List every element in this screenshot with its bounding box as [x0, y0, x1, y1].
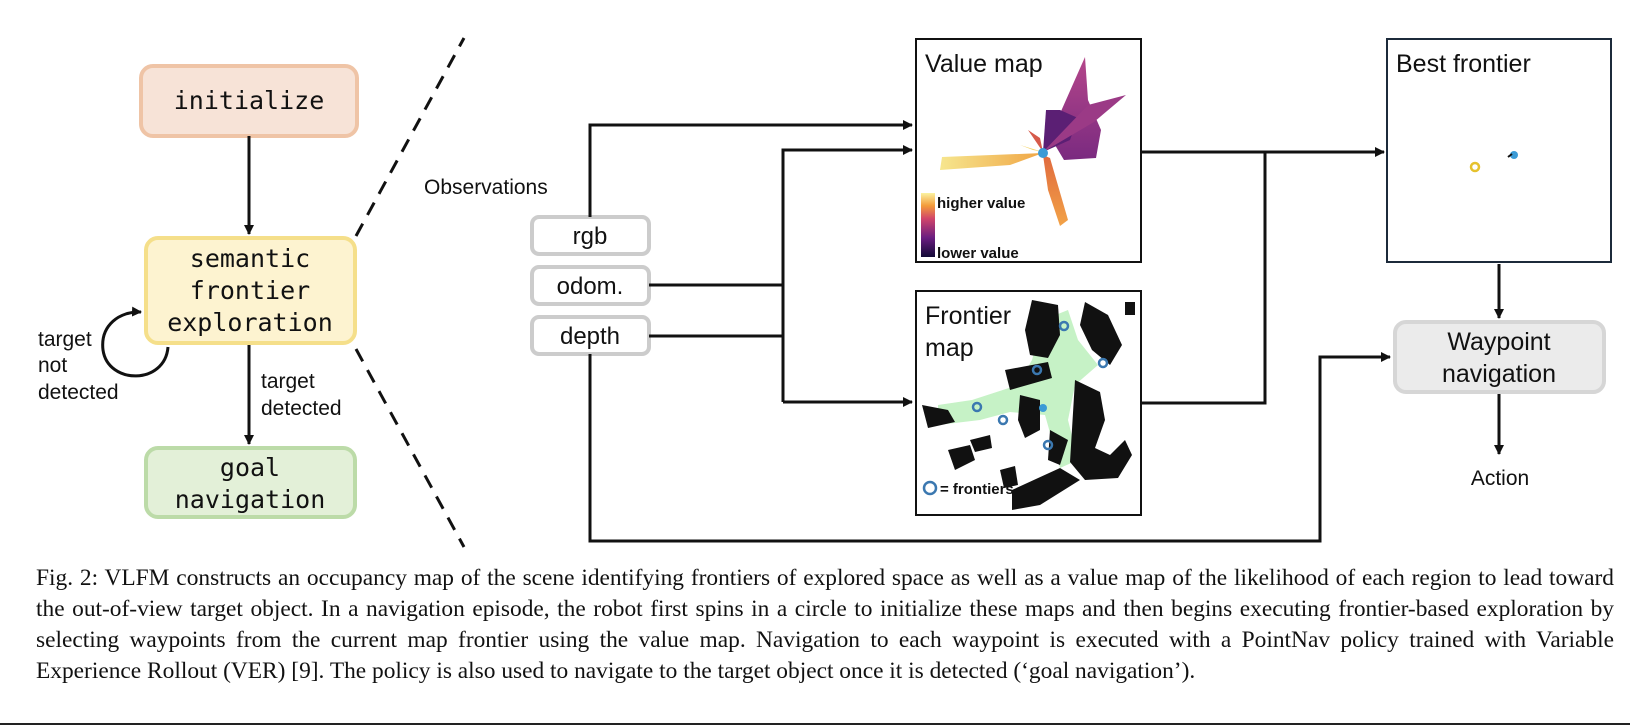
bottom-rule: [0, 723, 1630, 725]
best-frontier-agent-marker: [1510, 151, 1518, 159]
frontier-legend-label: = frontiers: [940, 481, 1014, 498]
best-frontier-frame: [1386, 38, 1612, 263]
loop-label-line1: target: [38, 328, 92, 351]
frontier-map-title-line1: Frontier: [925, 302, 1011, 330]
value-map-agent-marker: [1038, 148, 1048, 158]
frontier-map-panel: Frontier map = frontiers: [915, 290, 1142, 516]
frontier-free-space: [938, 310, 1098, 468]
goal-label-line1: goal: [220, 453, 280, 482]
frontier-marker: [997, 414, 1009, 426]
semantic-label-line3: exploration: [167, 308, 333, 337]
down-label-line1: target: [261, 370, 315, 393]
semantic-exploration-box: [144, 236, 357, 345]
action-label: Action: [1471, 467, 1529, 490]
value-colorbar: [921, 193, 935, 257]
frontier-marker: [1097, 357, 1109, 369]
frontier-legend-marker: [922, 480, 938, 496]
frontier-markers: [971, 320, 1109, 451]
initialize-label: initialize: [174, 86, 325, 115]
frontier-map-to-merge: [1142, 152, 1267, 405]
observations-to-waypoint: [588, 352, 1391, 543]
frontier-map-agent-marker: [1039, 404, 1047, 412]
loop-label-line2: not: [38, 354, 67, 377]
pipeline: Observations rgb odom. depth Value map: [424, 38, 1612, 543]
best-frontier-title: Best frontier: [1396, 50, 1531, 78]
value-map-panel: Value map higher value lower value: [915, 38, 1142, 263]
self-loop-arrow: [101, 306, 170, 378]
figure-caption: Fig. 2: VLFM constructs an occupancy map…: [36, 565, 1614, 684]
zoom-line-top: [354, 37, 466, 237]
frontier-marker: [1042, 439, 1054, 451]
goal-navigation-box: [144, 446, 357, 519]
best-frontier-agent-heading: [1507, 153, 1513, 158]
goal-label-line2: navigation: [175, 485, 326, 514]
rgb-to-value-map: [588, 120, 913, 217]
waypoint-navigation-box: [1393, 320, 1606, 394]
best-frontier-marker: [1469, 161, 1481, 173]
observations-label: Observations: [424, 176, 548, 199]
frontier-obstacles: [922, 300, 1135, 510]
frontier-marker: [1031, 364, 1043, 376]
down-label-line2: detected: [261, 397, 342, 420]
best-frontier-panel: Best frontier: [1386, 38, 1612, 263]
value-legend-high: higher value: [937, 195, 1025, 212]
loop-label-line3: detected: [38, 381, 119, 404]
state-machine: initialize semantic frontier exploration…: [38, 64, 359, 519]
semantic-label-line2: frontier: [190, 276, 310, 305]
value-legend-low: lower value: [937, 245, 1019, 262]
waypoint-label-line2: navigation: [1442, 360, 1556, 388]
zoom-line-bottom: [354, 348, 466, 548]
input-depth-label: depth: [560, 323, 620, 350]
frontier-map-title-line2: map: [925, 334, 974, 362]
input-odom-label: odom.: [557, 273, 624, 300]
frontier-marker: [971, 401, 983, 413]
value-map-frame: [915, 38, 1142, 263]
frontier-marker: [1058, 320, 1070, 332]
value-map-title: Value map: [925, 50, 1043, 78]
input-rgb-label: rgb: [573, 223, 608, 250]
waypoint-label-line1: Waypoint: [1447, 328, 1550, 356]
junction-to-value-map: [781, 145, 913, 402]
semantic-label-line1: semantic: [190, 244, 310, 273]
value-map-heatmap: [940, 57, 1126, 226]
connectors: [588, 120, 1504, 543]
